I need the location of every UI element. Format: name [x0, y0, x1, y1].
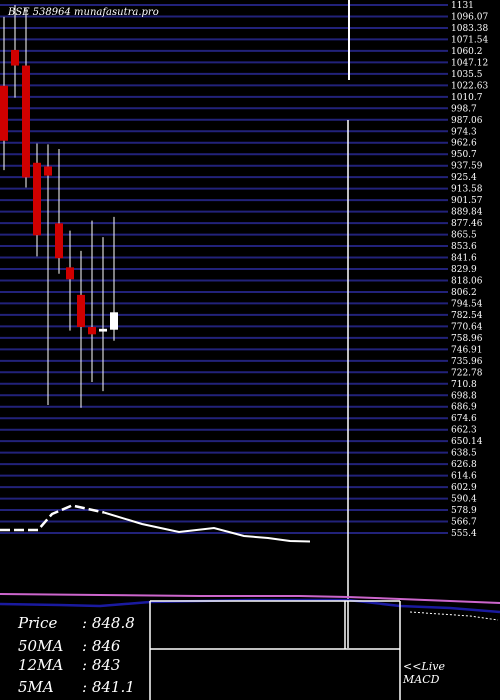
price-label: 758.96 — [451, 334, 483, 344]
price-label: 578.9 — [451, 506, 477, 516]
candles — [0, 0, 350, 648]
price-label: 998.7 — [451, 104, 477, 114]
candle-body — [77, 294, 85, 327]
price-label: 1010.7 — [451, 93, 483, 103]
price-label: 602.9 — [451, 483, 477, 493]
live-label: <<Live — [403, 660, 445, 673]
price-label: 650.14 — [451, 437, 483, 447]
price-label: 1047.12 — [451, 58, 488, 68]
price-label: 889.84 — [451, 208, 483, 218]
price-label: 865.5 — [451, 231, 477, 241]
price-label: 698.8 — [451, 391, 477, 401]
candle-body — [55, 223, 63, 259]
price-label: 710.8 — [451, 380, 477, 390]
candle-body — [66, 267, 74, 280]
info-50ma: 50MA : 846 — [18, 637, 120, 655]
price-label: 950.7 — [451, 150, 477, 160]
price-label: 555.4 — [451, 529, 477, 539]
info-12ma: 12MA : 843 — [18, 656, 120, 674]
info-price-value: : 848.8 — [82, 614, 135, 632]
macd-line — [0, 598, 500, 614]
price-label: 1131 — [451, 1, 474, 11]
info-50ma-value: : 846 — [82, 637, 121, 655]
price-label: 1071.54 — [451, 35, 488, 45]
ma-line — [0, 593, 500, 604]
candle-body — [0, 85, 8, 141]
price-label: 722.78 — [451, 368, 483, 378]
price-label: 794.54 — [451, 299, 483, 309]
price-label: 937.59 — [451, 162, 483, 172]
price-label: 962.6 — [451, 139, 477, 149]
price-label: 806.2 — [451, 288, 477, 298]
price-label: 566.7 — [451, 518, 477, 528]
price-label: 877.46 — [451, 219, 483, 229]
price-label: 841.6 — [451, 254, 477, 264]
volume-line-dashed — [0, 504, 105, 532]
price-label: 1035.5 — [451, 70, 483, 80]
lower-panel — [0, 504, 500, 700]
price-label: 735.96 — [451, 357, 483, 367]
candle-body — [11, 49, 19, 66]
info-12ma-label: 12MA — [18, 656, 64, 674]
price-label: 853.6 — [451, 242, 477, 252]
candle-body — [44, 166, 52, 176]
info-5ma-label: 5MA — [18, 678, 54, 696]
price-label: 782.54 — [451, 311, 483, 321]
candle-body — [99, 328, 107, 332]
price-label: 686.9 — [451, 403, 477, 413]
price-label: 901.57 — [451, 196, 483, 206]
candle-body — [22, 65, 30, 178]
info-50ma-label: 50MA — [18, 637, 64, 655]
signal-line — [409, 611, 499, 621]
live-macd-link[interactable]: <<Live MACD — [403, 660, 445, 686]
price-label: 674.6 — [451, 414, 477, 424]
price-label: 1060.2 — [451, 47, 483, 57]
watermark: BSE 538964 munafasutra.pro — [7, 7, 159, 18]
price-label: 614.6 — [451, 472, 477, 482]
price-label: 987.06 — [451, 116, 483, 126]
macd-label: MACD — [403, 673, 440, 686]
info-price: Price : 848.8 — [18, 614, 135, 632]
price-label: 638.5 — [451, 449, 477, 459]
price-label: 746.91 — [451, 345, 483, 355]
price-label: 1096.07 — [451, 12, 488, 22]
price-label: 1022.63 — [451, 81, 488, 91]
price-grid — [0, 4, 448, 534]
price-label: 590.4 — [451, 495, 477, 505]
candle-body — [110, 312, 118, 330]
candle-body — [88, 326, 96, 335]
price-label: 829.9 — [451, 265, 477, 275]
info-12ma-value: : 843 — [82, 656, 121, 674]
candle-body — [33, 162, 41, 236]
price-label: 662.3 — [451, 426, 477, 436]
info-price-label: Price — [18, 614, 58, 632]
price-label: 974.3 — [451, 127, 477, 137]
price-label: 913.58 — [451, 185, 483, 195]
price-label: 925.4 — [451, 173, 477, 183]
price-label: 818.06 — [451, 276, 483, 286]
price-label: 1083.38 — [451, 24, 488, 34]
price-label: 770.64 — [451, 322, 483, 332]
info-5ma: 5MA : 841.1 — [18, 678, 135, 696]
volume-line — [103, 511, 311, 543]
info-5ma-value: : 841.1 — [82, 678, 135, 696]
price-label: 626.8 — [451, 460, 477, 470]
